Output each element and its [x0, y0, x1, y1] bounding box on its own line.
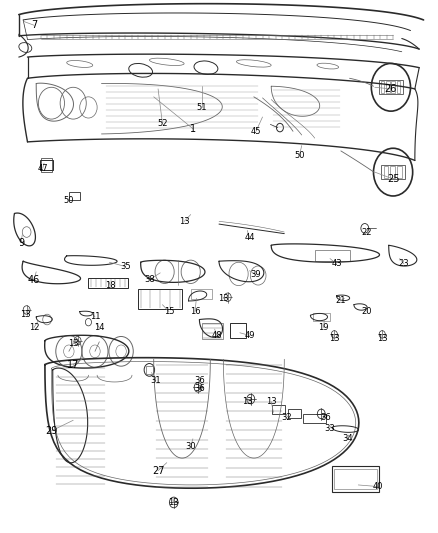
Bar: [379, 80, 403, 94]
Text: 52: 52: [157, 119, 168, 128]
Bar: [41, 158, 52, 172]
Bar: [381, 165, 405, 179]
Text: 32: 32: [281, 413, 292, 422]
Text: 50: 50: [64, 196, 74, 205]
Bar: [191, 289, 212, 300]
Text: 27: 27: [152, 466, 164, 475]
Text: 16: 16: [190, 307, 200, 316]
Text: 7: 7: [31, 20, 37, 30]
Bar: [397, 166, 402, 178]
Text: 39: 39: [251, 270, 261, 279]
Bar: [315, 249, 350, 261]
Bar: [303, 415, 326, 423]
Text: 44: 44: [244, 233, 255, 242]
Text: 13: 13: [242, 397, 253, 406]
Text: 43: 43: [331, 260, 342, 268]
Bar: [391, 166, 395, 178]
Text: 22: 22: [362, 228, 372, 237]
Text: 26: 26: [385, 84, 397, 94]
Text: 30: 30: [185, 442, 196, 451]
Text: 13: 13: [20, 310, 31, 319]
Text: 36: 36: [194, 376, 205, 385]
Bar: [334, 469, 377, 489]
Text: 36: 36: [194, 384, 205, 393]
Text: 31: 31: [151, 376, 161, 385]
Text: 12: 12: [29, 323, 39, 332]
Text: 34: 34: [342, 434, 353, 443]
Text: 51: 51: [196, 103, 207, 112]
Text: 13: 13: [68, 339, 78, 348]
Text: 46: 46: [28, 274, 40, 285]
Text: 13: 13: [179, 217, 190, 226]
Bar: [138, 289, 182, 309]
Bar: [381, 82, 385, 93]
Bar: [40, 160, 53, 170]
Text: 11: 11: [90, 312, 100, 321]
Text: 40: 40: [373, 482, 383, 491]
Text: 14: 14: [94, 323, 105, 332]
Bar: [69, 192, 80, 200]
Text: 38: 38: [144, 275, 155, 284]
Text: 13: 13: [329, 334, 339, 343]
Bar: [272, 406, 285, 414]
Bar: [391, 82, 395, 93]
Bar: [88, 278, 127, 288]
Bar: [146, 366, 153, 374]
Text: 13: 13: [377, 334, 388, 343]
Text: 25: 25: [387, 174, 399, 184]
Text: 21: 21: [336, 296, 346, 305]
Bar: [396, 82, 400, 93]
Text: 18: 18: [105, 280, 116, 289]
Bar: [288, 409, 301, 418]
Text: 48: 48: [212, 331, 222, 340]
Text: 13: 13: [218, 294, 229, 303]
Text: 20: 20: [362, 307, 372, 316]
Bar: [386, 82, 390, 93]
Text: 36: 36: [320, 413, 331, 422]
Text: 29: 29: [45, 426, 58, 436]
Text: 1: 1: [190, 124, 196, 134]
Text: 47: 47: [37, 164, 48, 173]
Text: 23: 23: [399, 260, 409, 268]
Bar: [202, 322, 223, 338]
Text: 45: 45: [251, 127, 261, 136]
Text: 33: 33: [325, 424, 336, 433]
Text: 15: 15: [164, 307, 174, 316]
Bar: [230, 323, 247, 338]
Text: 13: 13: [266, 397, 276, 406]
Text: 49: 49: [244, 331, 255, 340]
Bar: [332, 466, 379, 492]
Bar: [313, 313, 330, 320]
Text: 17: 17: [67, 360, 79, 369]
Text: 35: 35: [120, 262, 131, 271]
Text: 50: 50: [294, 151, 305, 160]
Text: 19: 19: [318, 323, 328, 332]
Text: 9: 9: [18, 238, 24, 248]
Bar: [384, 166, 388, 178]
Text: 13: 13: [168, 498, 179, 507]
